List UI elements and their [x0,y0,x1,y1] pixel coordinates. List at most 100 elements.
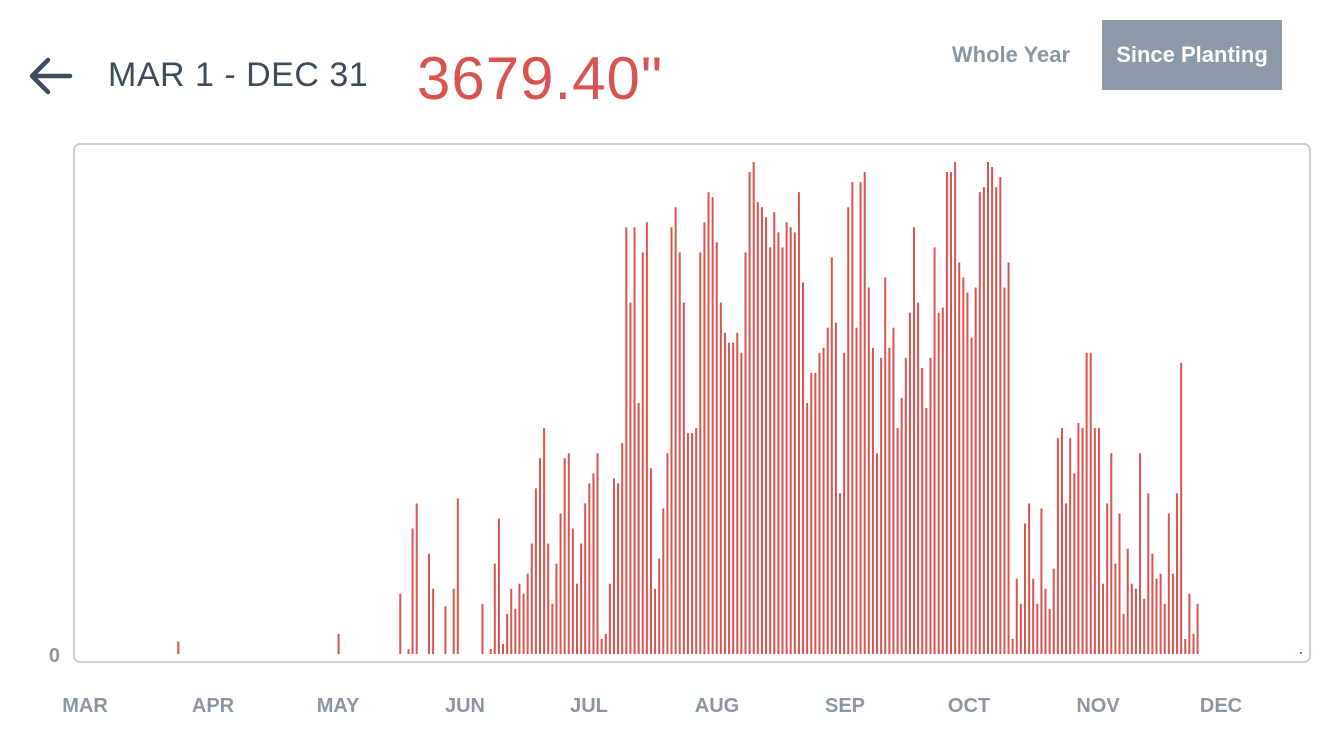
bar [822,347,825,654]
bar [929,357,932,654]
bar [633,227,636,655]
bar [1147,493,1150,654]
bar [1122,613,1125,654]
bar [937,312,940,654]
bar [723,332,726,654]
bar [982,187,985,654]
bar [1044,588,1047,654]
bar [818,352,821,654]
bar [596,453,599,654]
bar [411,528,414,654]
bar [925,408,928,654]
bar [908,312,911,654]
bar [1192,633,1195,654]
bar [588,483,591,654]
bar [1188,593,1191,654]
bar [510,588,513,654]
x-tick-label: MAY [317,695,360,717]
bar [691,433,694,654]
bar [415,503,418,654]
bar [847,207,850,654]
bar [888,347,891,654]
bar [789,227,792,655]
bar [896,428,899,654]
bar [518,583,521,654]
date-range-label: MAR 1 - DEC 31 [108,56,369,94]
bar [1143,598,1146,654]
x-tick-label: DEC [1200,695,1242,717]
bar [1139,453,1142,654]
arrow-left-icon [29,57,73,95]
bar [933,247,936,654]
bar [707,192,710,654]
bar [506,613,509,654]
bar [797,192,800,654]
bar [522,593,525,654]
bar [1089,352,1092,654]
bar [604,633,607,654]
bar [534,488,537,654]
bar [1040,508,1043,654]
bar [913,227,916,655]
bar [1019,603,1022,654]
bar [769,247,772,654]
bar [904,357,907,654]
bar [526,573,529,654]
bar [921,367,924,654]
bar [1180,362,1183,654]
bar [954,162,957,655]
bar [543,428,546,654]
bar [662,508,665,654]
bar [658,558,661,654]
bar [851,182,854,654]
bar [1056,438,1059,654]
bar [1077,423,1080,654]
bar [756,202,759,654]
x-tick-label: JUN [445,695,485,717]
bar [580,543,583,654]
bar [481,603,484,654]
bar [1171,573,1174,654]
bar [859,182,862,654]
bar [728,342,731,654]
bar [452,588,455,654]
bar [900,397,903,654]
bar [571,528,574,654]
bar [641,252,644,654]
bar [978,192,981,654]
bar [995,187,998,654]
x-tick-label: NOV [1076,695,1120,717]
whole-year-toggle[interactable]: Whole Year [951,42,1071,67]
total-rainfall-value: 3679.40" [417,45,664,112]
bar [991,167,994,654]
bar [337,633,340,654]
bar [654,588,657,654]
bar [986,162,989,655]
bar [781,247,784,654]
bar [674,207,677,654]
y-axis-zero-label: 0 [49,645,60,667]
bar [559,513,562,654]
bar [765,217,768,654]
bar [407,648,410,654]
bar [917,302,920,654]
bar [612,478,615,654]
bar [830,257,833,654]
bar [399,593,402,654]
bar [584,503,587,654]
since-planting-toggle[interactable]: Since Planting [1102,20,1282,90]
bar [489,648,492,654]
bar [649,468,652,654]
bar [645,222,648,654]
bar [637,403,640,654]
bar [625,227,628,655]
bar [1011,638,1014,654]
bar [826,327,829,654]
bar [678,252,681,654]
bar [945,172,948,654]
bar [444,606,447,654]
back-button[interactable] [28,54,76,98]
bar [814,372,817,654]
x-tick-label: APR [192,695,235,717]
bar [1023,523,1026,654]
